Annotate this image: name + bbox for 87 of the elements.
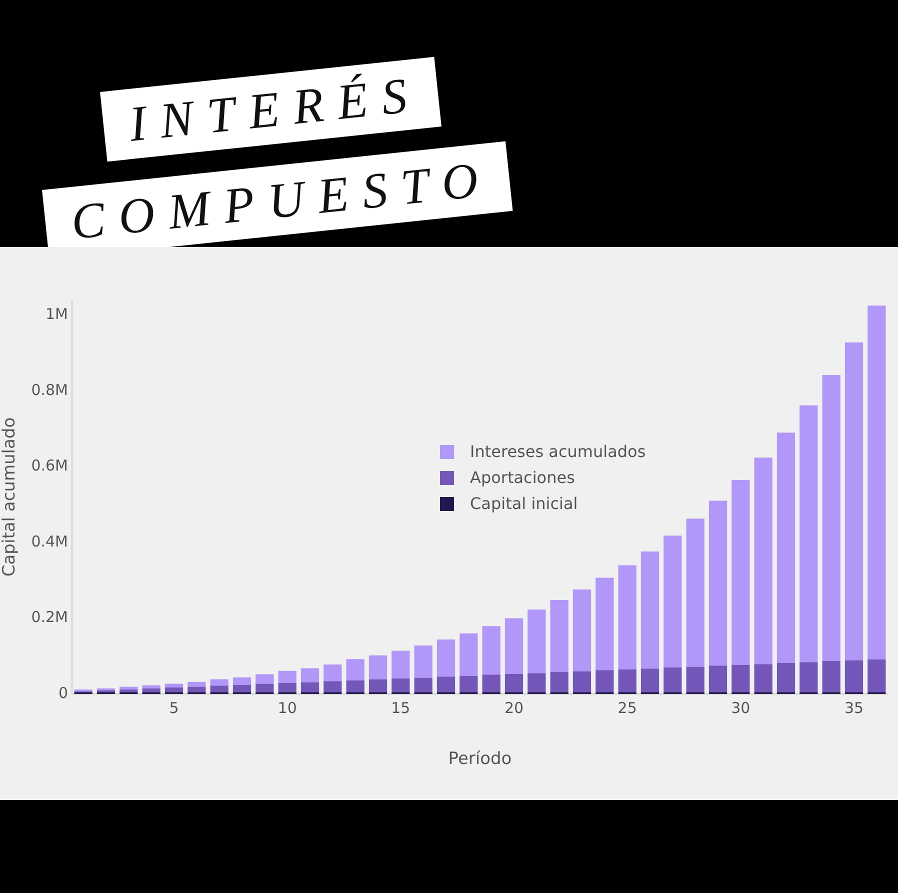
x-tick-label: 25 <box>618 698 637 717</box>
x-tick-label: 20 <box>504 698 524 717</box>
bar <box>188 682 206 687</box>
chart-title: INTERÉS COMPUESTO <box>68 64 496 252</box>
bar <box>822 661 840 692</box>
bar <box>414 678 432 692</box>
bar <box>868 660 886 692</box>
bar <box>210 679 228 686</box>
bar <box>368 679 388 692</box>
legend-label: Capital inicial <box>470 493 578 515</box>
y-tick-label: 1M <box>46 305 68 324</box>
bar <box>120 686 138 690</box>
bar <box>732 664 750 692</box>
bar <box>596 670 614 692</box>
y-tick-label: 0.4M <box>31 532 68 550</box>
bar <box>708 500 728 666</box>
bar <box>640 552 660 669</box>
bar <box>460 676 478 692</box>
bar <box>844 660 864 692</box>
bar <box>528 610 546 674</box>
bar <box>572 671 592 692</box>
bar <box>142 688 160 692</box>
bar <box>504 674 524 692</box>
bar <box>776 662 796 692</box>
bar <box>504 618 524 674</box>
bar <box>436 676 456 692</box>
bar <box>572 589 592 672</box>
bar <box>754 458 772 664</box>
bar <box>142 685 160 688</box>
x-axis-title: Período <box>448 749 512 770</box>
bar <box>120 689 138 692</box>
bar <box>164 684 184 688</box>
bar <box>300 682 320 692</box>
y-tick-label: 0.2M <box>31 608 68 626</box>
bar <box>346 659 364 680</box>
bar <box>618 565 636 670</box>
legend-label: Intereses acumulados <box>470 441 646 463</box>
y-tick-label: 0 <box>58 684 68 702</box>
bar <box>392 678 410 692</box>
bar <box>686 666 704 692</box>
bar <box>844 342 864 660</box>
bar <box>256 684 274 692</box>
bar <box>324 681 342 692</box>
bar <box>188 686 206 692</box>
bar <box>732 480 750 665</box>
x-tick-label: 30 <box>731 698 750 717</box>
bar <box>368 655 388 680</box>
bar <box>686 518 704 667</box>
bar <box>596 578 614 670</box>
bar <box>460 633 478 676</box>
bar <box>392 650 410 678</box>
bar <box>664 667 682 692</box>
bar <box>664 536 682 668</box>
y-axis-title: Capital acumulado <box>0 417 20 577</box>
bar <box>436 639 456 677</box>
x-tick-label: 10 <box>278 698 297 717</box>
y-tick-label: 0.8M <box>31 380 68 399</box>
bar <box>708 666 728 692</box>
bar <box>482 674 500 692</box>
bar <box>414 646 432 678</box>
bar <box>800 405 818 662</box>
legend-label: Aportaciones <box>470 467 575 489</box>
bar <box>550 600 568 672</box>
bar <box>278 670 296 684</box>
bar <box>164 688 184 692</box>
bar <box>618 669 636 692</box>
bar <box>528 673 546 692</box>
bar <box>550 672 568 692</box>
bar <box>776 432 796 663</box>
bar <box>346 680 364 692</box>
bar <box>754 664 772 692</box>
bar <box>640 668 660 692</box>
bar <box>232 677 252 685</box>
bar <box>256 674 274 684</box>
bar <box>482 626 500 675</box>
x-tick-label: 15 <box>391 698 410 717</box>
bar <box>300 668 320 682</box>
bar <box>278 683 296 692</box>
x-tick-label: 35 <box>844 698 864 717</box>
bar <box>324 664 342 682</box>
bar <box>800 662 818 692</box>
x-tick-label: 5 <box>169 698 179 717</box>
bar <box>210 686 228 692</box>
bar <box>868 306 886 660</box>
bar <box>232 684 252 692</box>
y-tick-label: 0.6M <box>31 456 68 475</box>
bar <box>822 375 840 662</box>
